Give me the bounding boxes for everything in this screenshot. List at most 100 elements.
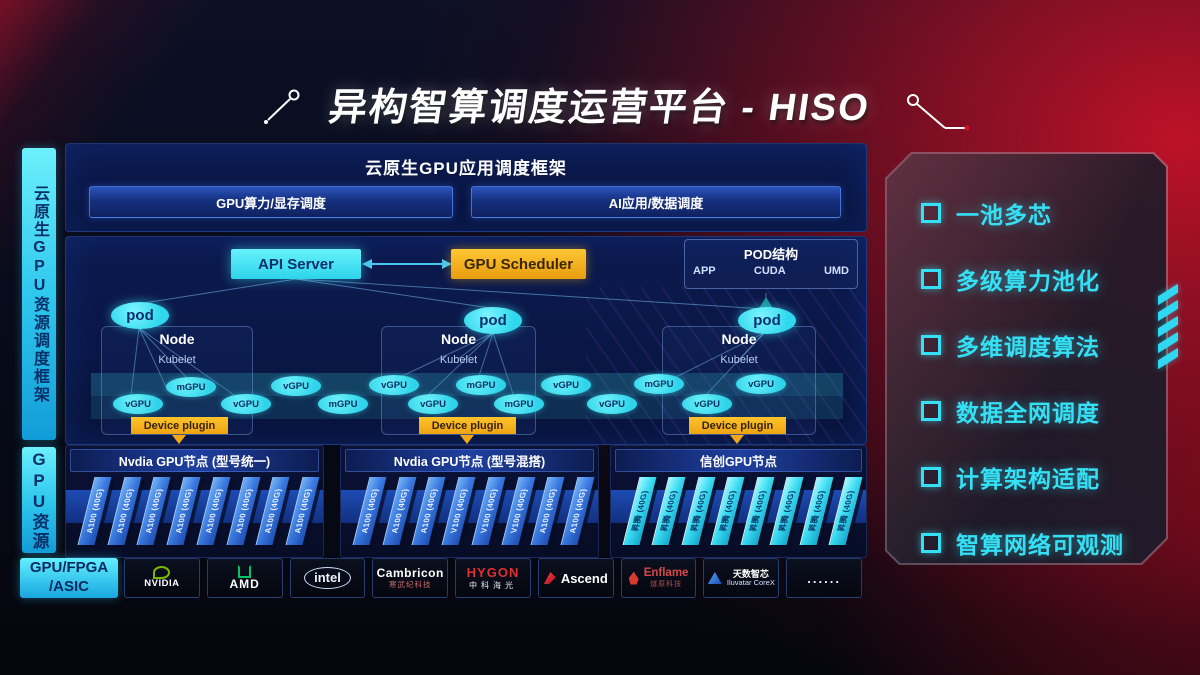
gpu-ellipse: vGPU — [682, 394, 732, 414]
gpu-card: A100 (40G) — [196, 477, 231, 545]
gpu-card: A100 (40G) — [226, 477, 260, 545]
gpu-group-uniform-nvidia: Nvdia GPU节点 (型号统一) A100 (40G) A100 (40G) A… — [65, 445, 324, 558]
device-plugin-3: Device plugin — [689, 417, 786, 444]
feature-item: 智算网络可观测 — [921, 526, 1124, 560]
square-bullet-icon — [921, 533, 941, 553]
gpu-compute-memory-scheduling-box: GPU算力/显存调度 — [89, 186, 453, 218]
api-server-box: API Server — [231, 249, 361, 279]
vendor-amd: AMD — [206, 558, 283, 598]
gpu-card: 昇腾 (40G) — [710, 477, 745, 545]
framework-title: 云原生GPU应用调度框架 — [365, 159, 567, 178]
feature-item: 多级算力池化 — [921, 262, 1124, 296]
vendor-hygon: HYGON 中科海光 — [455, 558, 531, 598]
gpu-ellipse: mGPU — [634, 374, 684, 394]
device-plugin-2: Device plugin — [419, 417, 516, 444]
gpu-ellipse: mGPU — [456, 375, 506, 395]
square-bullet-icon — [921, 335, 941, 355]
vendor-cambricon: Cambricon 寒武纪科技 — [372, 558, 449, 598]
gpu-ellipse: vGPU — [408, 394, 458, 414]
gpu-card: V100 (40G) — [441, 477, 476, 545]
gpu-group-2-title: Nvdia GPU节点 (型号混搭) — [345, 449, 594, 472]
gpu-group-3-title: 信创GPU节点 — [615, 449, 862, 472]
gpu-ellipse: vGPU — [736, 374, 786, 394]
gpu-card: 昇腾 (40G) — [799, 477, 834, 545]
gpu-card: V100 (40G) — [501, 477, 535, 545]
gpu-ellipse: vGPU — [587, 394, 637, 414]
vendor-enflame: Enflame 燧原科技 — [620, 558, 697, 598]
gpu-card: V100 (40G) — [471, 477, 506, 545]
gpu-card: A100 (40G) — [530, 477, 565, 545]
gpu-group-xinchuang: 信创GPU节点 昇腾 (40G) 昇腾 (40G) 昇腾 (40G) 昇腾 (40G)… — [610, 445, 867, 558]
kubelet-2-label: Kubelet — [439, 354, 478, 366]
ai-app-data-scheduling-box: AI应用/数据调度 — [471, 186, 841, 218]
pod-layer-app: APP — [693, 265, 716, 277]
feature-item: 数据全网调度 — [921, 394, 1124, 428]
hardware-types-label: GPU/FPGA /ASIC — [20, 558, 118, 598]
title-left-decoration — [264, 89, 300, 124]
vendor-ascend: Ascend — [537, 558, 614, 598]
app-scheduling-framework-panel: 云原生GPU应用调度框架 GPU算力/显存调度 AI应用/数据调度 — [65, 143, 867, 232]
square-bullet-icon — [921, 467, 941, 487]
title-right-decoration — [907, 94, 970, 131]
gpu-ellipse: vGPU — [541, 375, 591, 395]
nvidia-logo-icon — [153, 566, 171, 580]
gpu-ellipse: vGPU — [271, 376, 321, 396]
square-bullet-icon — [921, 203, 941, 223]
gpu-card: A100 (40G) — [411, 477, 446, 545]
gpu-card: 昇腾 (40G) — [681, 477, 716, 545]
device-plugin-1: Device plugin — [131, 417, 228, 444]
scheduling-diagram-panel: API Server GPU Scheduler POD结构 APP CUDA … — [65, 236, 867, 445]
gpu-card: 昇腾 (40G) — [651, 477, 686, 545]
enflame-logo-icon — [628, 571, 639, 585]
gpu-ellipse: vGPU — [221, 394, 271, 414]
features-panel: 一池多芯 多级算力池化 多维调度算法 数据全网调度 计算架构适配 — [885, 152, 1168, 565]
gpu-group-mixed-nvidia: Nvdia GPU节点 (型号混搭) A100 (40G) A100 (40G) A… — [340, 445, 599, 558]
gpu-group-3-cards: 昇腾 (40G) 昇腾 (40G) 昇腾 (40G) 昇腾 (40G) 昇腾 (40G)… — [622, 477, 863, 549]
square-bullet-icon — [921, 269, 941, 289]
sidebar-tab-gpu-resources: GPU资源 — [22, 447, 56, 553]
vendor-iluvatar: 天数智芯 Iluvatar CoreX — [703, 558, 780, 598]
kubelet-3-label: Kubelet — [720, 354, 758, 366]
pod-to-podstruct-arrow — [758, 289, 774, 310]
gpu-card: A100 (40G) — [255, 477, 290, 545]
vendor-intel: intel — [289, 558, 366, 598]
gpu-group-1-cards: A100 (40G) A100 (40G) A100 (40G) A100 (40G)… — [77, 477, 320, 549]
sidebar-tab-scheduling-framework: 云原生GPU资源调度框架 — [22, 148, 56, 440]
pod-structure-box: POD结构 APP CUDA UMD — [684, 239, 858, 289]
pod-ellipse-2: pod — [464, 307, 522, 334]
gpu-ellipse: vGPU — [369, 375, 419, 395]
vendor-more: ...... — [786, 558, 863, 598]
pod-layer-umd: UMD — [823, 265, 849, 277]
page-title: 异构智算调度运营平台 - HISO — [326, 87, 873, 129]
ascend-logo-icon — [543, 572, 556, 584]
feature-item: 计算架构适配 — [921, 460, 1124, 494]
pod-layer-cuda: CUDA — [753, 265, 786, 277]
gpu-scheduler-box: GPU Scheduler — [451, 249, 586, 279]
gpu-ellipse: mGPU — [318, 394, 368, 414]
hazard-stripes-decoration — [1158, 283, 1178, 370]
square-bullet-icon — [921, 401, 941, 421]
gpu-ellipse: mGPU — [166, 377, 216, 397]
pod-ellipse-3: pod — [738, 307, 796, 334]
gpu-group-2-cards: A100 (40G) A100 (40G) A100 (40G) V100 (40G)… — [352, 477, 595, 549]
node-3-label: Node — [721, 331, 757, 347]
gpu-card: A100 (40G) — [136, 477, 171, 545]
pod-ellipse-1: pod — [111, 302, 169, 329]
pod-structure-title: POD结构 — [743, 247, 799, 262]
iluvatar-logo-icon — [707, 572, 722, 584]
vendor-nvidia: NVIDIA — [124, 558, 200, 598]
kubelet-1-label: Kubelet — [158, 354, 196, 366]
gpu-card: 昇腾 (40G) — [769, 477, 804, 545]
gpu-ellipse: vGPU — [113, 394, 163, 414]
gpu-ellipse: mGPU — [494, 394, 544, 414]
feature-item: 一池多芯 — [921, 196, 1124, 230]
gpu-group-1-title: Nvdia GPU节点 (型号统一) — [70, 449, 319, 472]
gpu-card: 昇腾 (40G) — [740, 477, 775, 545]
features-list: 一池多芯 多级算力池化 多维调度算法 数据全网调度 计算架构适配 — [921, 196, 1124, 560]
intel-logo: intel — [304, 567, 351, 589]
gpu-card: A100 (40G) — [382, 477, 417, 545]
vendor-logo-bar: NVIDIA AMD intel Cambricon 寒武纪科技 HYGON 中… — [124, 558, 863, 598]
gpu-card: A100 (40G) — [166, 477, 201, 545]
node-2-label: Node — [441, 331, 476, 347]
feature-item: 多维调度算法 — [921, 328, 1124, 362]
